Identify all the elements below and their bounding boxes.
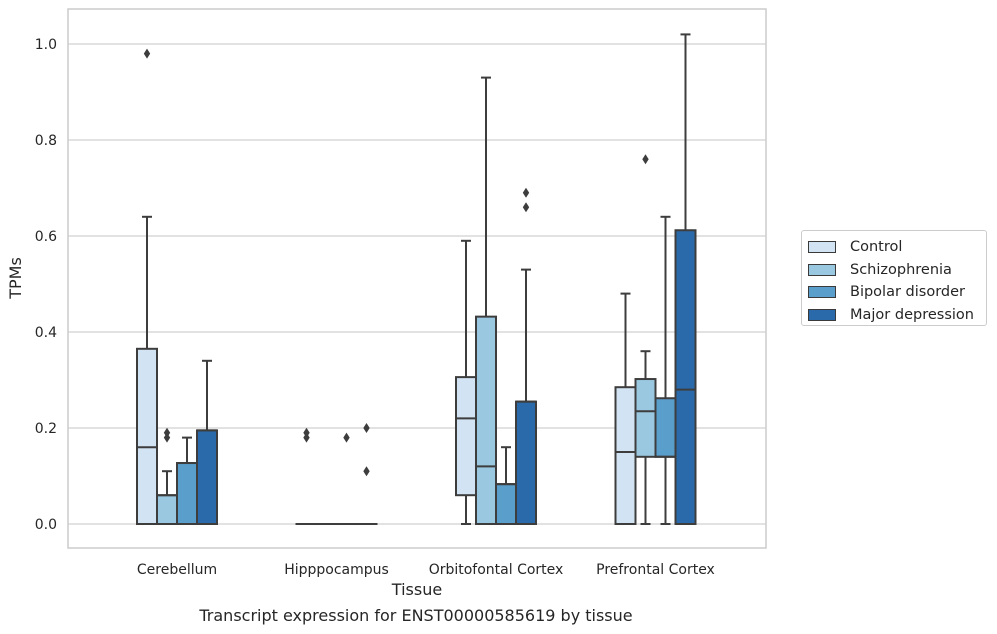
x-tick-label: Prefrontal Cortex — [596, 562, 715, 578]
legend: Control Schizophrenia Bipolar disorder M… — [801, 230, 987, 326]
box — [634, 378, 657, 458]
outlier-point — [363, 423, 370, 433]
outlier-point — [343, 432, 350, 443]
box — [136, 347, 158, 525]
outlier-point — [163, 427, 171, 438]
legend-item-bipolar: Bipolar disorder — [808, 281, 986, 304]
plot-frame — [67, 8, 767, 549]
y-tick-label: 0.4 — [35, 325, 57, 341]
legend-label-bipolar: Bipolar disorder — [850, 284, 965, 301]
outlier-point — [363, 466, 370, 477]
chart-caption: Transcript expression for ENST0000058561… — [199, 606, 633, 625]
legend-swatch-schizophrenia — [808, 263, 836, 276]
box — [475, 315, 497, 526]
legend-item-control: Control — [808, 236, 986, 259]
box — [455, 376, 477, 497]
legend-swatch-control — [808, 241, 836, 254]
legend-item-schizophrenia: Schizophrenia — [808, 259, 986, 282]
box — [674, 229, 697, 526]
box — [614, 386, 637, 526]
box — [495, 483, 517, 526]
legend-label-schizophrenia: Schizophrenia — [850, 261, 952, 278]
box — [176, 462, 198, 526]
y-tick-label: 0.0 — [35, 517, 57, 533]
x-tick-label: Hipppocampus — [284, 562, 389, 578]
outlier-point — [522, 187, 530, 198]
box — [654, 397, 677, 458]
legend-swatch-major-depression — [808, 308, 836, 321]
y-axis-label: TPMs — [6, 257, 25, 300]
box — [196, 429, 218, 525]
box — [515, 400, 537, 526]
outlier-point — [642, 154, 649, 165]
x-axis-label: Tissue — [391, 580, 442, 599]
plot-area — [68, 9, 766, 548]
x-tick-label: Orbitofontal Cortex — [429, 562, 564, 578]
legend-item-major-depression: Major depression — [808, 304, 986, 327]
y-axis-ticks: 0.0 0.2 0.4 0.6 0.8 1.0 — [35, 37, 57, 533]
box-marks — [136, 33, 697, 526]
outlier-point — [143, 48, 151, 59]
y-tick-label: 1.0 — [35, 37, 57, 53]
legend-label-control: Control — [850, 239, 903, 256]
x-tick-label: Cerebellum — [137, 562, 217, 578]
legend-swatch-bipolar — [808, 286, 836, 299]
y-tick-label: 0.8 — [35, 133, 57, 149]
outlier-point — [522, 202, 530, 213]
outlier-point — [303, 427, 310, 438]
box — [156, 494, 178, 526]
y-tick-label: 0.2 — [35, 421, 57, 437]
x-axis-ticks: Cerebellum Hipppocampus Orbitofontal Corte… — [137, 562, 715, 578]
y-tick-label: 0.6 — [35, 229, 57, 245]
legend-label-major-depression: Major depression — [850, 306, 974, 323]
